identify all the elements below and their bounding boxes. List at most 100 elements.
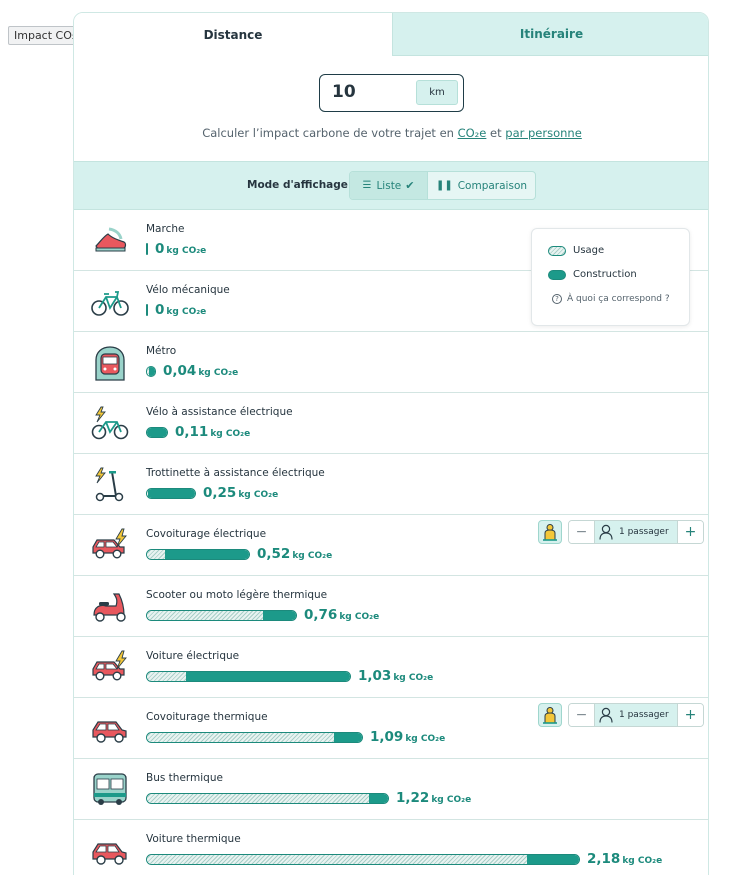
- emission-bar: [146, 792, 389, 804]
- question-icon: ?: [552, 294, 562, 304]
- mode-list-label: Liste: [376, 179, 402, 192]
- electric-car-icon: [90, 649, 130, 687]
- moped-icon: [90, 588, 130, 626]
- usage-segment: [147, 671, 186, 681]
- construction-segment: [148, 366, 155, 376]
- emission-number: 1,22: [396, 790, 430, 806]
- emission-number: 1,09: [370, 729, 404, 745]
- ebike-icon: [90, 405, 130, 443]
- bike-icon: [90, 283, 130, 321]
- co2e-link[interactable]: CO₂e: [457, 126, 487, 140]
- emission-bar-group: 0,25 kg CO₂e: [146, 485, 278, 501]
- transport-row: Vélo à assistance électrique 0,11 kg CO₂e: [74, 393, 708, 454]
- transport-name: Covoiturage thermique: [146, 711, 268, 723]
- car-icon: [90, 710, 130, 748]
- emission-bar: [146, 548, 250, 560]
- carpool-seat-icon: [538, 703, 562, 727]
- construction-segment: [527, 854, 579, 864]
- emission-number: 0,25: [203, 485, 237, 501]
- passenger-control: − 1 passager +: [538, 520, 704, 544]
- display-mode-label: Mode d'affichage :: [247, 179, 356, 191]
- emission-bar: [146, 609, 297, 621]
- emission-value: 0 kg CO₂e: [155, 302, 206, 318]
- usage-segment: [147, 732, 335, 742]
- transport-name: Métro: [146, 345, 177, 357]
- emission-unit: kg CO₂e: [198, 368, 239, 378]
- distance-input[interactable]: [332, 82, 412, 102]
- passenger-count: 1 passager: [595, 521, 677, 543]
- display-mode-bar: Mode d'affichage : ☰ Liste ✔ ❚❚ Comparai…: [74, 161, 708, 210]
- emission-unit: kg CO₂e: [166, 246, 207, 256]
- description-middle: et: [486, 126, 506, 140]
- passenger-count-label: 1 passager: [619, 527, 669, 537]
- transport-name: Trottinette à assistance électrique: [146, 467, 325, 479]
- metro-icon: [90, 344, 130, 382]
- transport-row: Bus thermique 1,22 kg CO₂e: [74, 759, 708, 820]
- emission-number: 0: [155, 241, 165, 257]
- remove-passenger-button[interactable]: −: [569, 521, 595, 543]
- transport-row: Scooter ou moto légère thermique 0,76 kg C…: [74, 576, 708, 637]
- bus-icon: [90, 771, 130, 809]
- emission-value: 1,22 kg CO₂e: [396, 790, 471, 806]
- remove-passenger-button[interactable]: −: [569, 704, 595, 726]
- list-icon: ☰: [362, 180, 372, 191]
- emission-value: 1,09 kg CO₂e: [370, 729, 445, 745]
- emission-unit: kg CO₂e: [622, 856, 663, 866]
- construction-segment: [147, 488, 195, 498]
- emission-number: 0,76: [304, 607, 338, 623]
- emission-unit: kg CO₂e: [210, 429, 251, 439]
- usage-segment: [147, 610, 264, 620]
- transport-name: Vélo mécanique: [146, 284, 230, 296]
- emission-unit: kg CO₂e: [238, 490, 279, 500]
- person-icon: [599, 524, 619, 540]
- construction-segment: [263, 610, 296, 620]
- transport-card: Distance Itinéraire km Calculer l’impact…: [73, 12, 709, 875]
- emission-bar: [146, 670, 351, 682]
- construction-segment: [368, 793, 388, 803]
- emission-value: 0 kg CO₂e: [155, 241, 206, 257]
- transport-name: Vélo à assistance électrique: [146, 406, 293, 418]
- emission-value: 0,25 kg CO₂e: [203, 485, 278, 501]
- mode-list-button[interactable]: ☰ Liste ✔: [350, 172, 428, 199]
- emission-bar-group: 0,11 kg CO₂e: [146, 424, 250, 440]
- distance-unit-label: km: [416, 80, 458, 105]
- emission-unit: kg CO₂e: [431, 795, 472, 805]
- emission-unit: kg CO₂e: [339, 612, 380, 622]
- construction-segment: [165, 549, 249, 559]
- person-icon: [599, 707, 619, 723]
- add-passenger-button[interactable]: +: [677, 704, 703, 726]
- mode-comparison-button[interactable]: ❚❚ Comparaison: [428, 172, 535, 199]
- description: Calculer l’impact carbone de votre traje…: [74, 126, 708, 140]
- emission-value: 0,11 kg CO₂e: [175, 424, 250, 440]
- emission-value: 2,18 kg CO₂e: [587, 851, 662, 867]
- transport-row: Marche 0 kg CO₂e: [74, 210, 708, 271]
- per-person-link[interactable]: par personne: [505, 126, 582, 140]
- tab-itineraire[interactable]: Itinéraire: [392, 13, 708, 56]
- legend-usage-label: Usage: [573, 245, 605, 256]
- legend-construction-label: Construction: [573, 269, 637, 280]
- construction-swatch: [548, 269, 566, 280]
- scooter-icon: [90, 466, 130, 504]
- transport-name: Voiture thermique: [146, 833, 241, 845]
- emission-bar-group: 0 kg CO₂e: [146, 241, 206, 257]
- impact-co2-tooltip-button[interactable]: Impact CO₂: [8, 26, 83, 45]
- display-mode-toggle: ☰ Liste ✔ ❚❚ Comparaison: [349, 171, 536, 200]
- mode-comparison-label: Comparaison: [457, 179, 528, 192]
- add-passenger-button[interactable]: +: [677, 521, 703, 543]
- transport-row: Voiture électrique 1,03 kg CO₂e: [74, 637, 708, 698]
- emission-bar-group: 0 kg CO₂e: [146, 302, 206, 318]
- electric-car-icon: [90, 527, 130, 565]
- emission-bar-group: 2,18 kg CO₂e: [146, 851, 662, 867]
- legend-help-link[interactable]: ? À quoi ça correspond ?: [552, 294, 670, 304]
- emission-bar-group: 1,22 kg CO₂e: [146, 790, 471, 806]
- emission-unit: kg CO₂e: [393, 673, 434, 683]
- emission-bar: [146, 365, 156, 377]
- passenger-stepper: − 1 passager +: [568, 703, 704, 727]
- emission-bar: [146, 731, 363, 743]
- legend-construction: Construction: [548, 269, 637, 280]
- usage-segment: [147, 366, 149, 376]
- transport-name: Scooter ou moto légère thermique: [146, 589, 328, 601]
- emission-unit: kg CO₂e: [405, 734, 446, 744]
- emission-number: 1,03: [358, 668, 392, 684]
- tab-distance[interactable]: Distance: [74, 13, 392, 56]
